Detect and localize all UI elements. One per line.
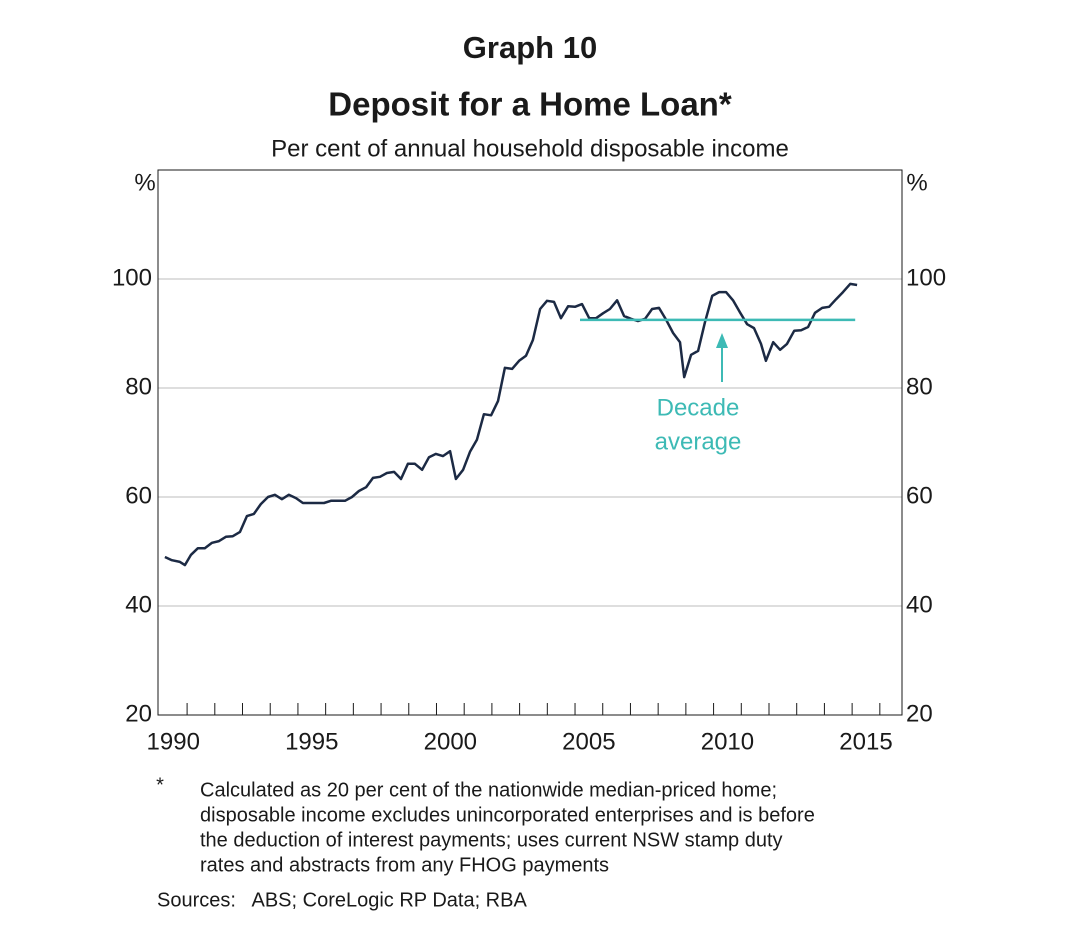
- y-tick-label-right: 60: [906, 482, 933, 509]
- line-series: [164, 282, 858, 567]
- chart-title: Deposit for a Home Loan*: [328, 86, 732, 123]
- footnote-line: Calculated as 20 per cent of the nationw…: [200, 779, 777, 801]
- x-tick-label: 1995: [285, 728, 338, 755]
- y-unit-right: %: [906, 169, 927, 196]
- x-tick-label: 2005: [562, 728, 615, 755]
- y-tick-label: 60: [125, 482, 152, 509]
- y-unit-left: %: [134, 169, 155, 196]
- y-tick-label-right: 20: [906, 700, 933, 727]
- annotation-text: average: [655, 428, 742, 455]
- annotation-arrowhead: [716, 333, 728, 348]
- y-tick-label-right: 40: [906, 591, 933, 618]
- plot-frame: [157, 169, 903, 716]
- footnote-line: the deduction of interest payments; uses…: [200, 829, 783, 851]
- x-tick-label: 2000: [424, 728, 477, 755]
- footnote-line: disposable income excludes unincorporate…: [200, 804, 815, 826]
- x-tick-label: 2010: [701, 728, 754, 755]
- chart-subtitle: Per cent of annual household disposable …: [271, 135, 789, 162]
- y-tick-label-right: 100: [906, 264, 946, 291]
- sources: Sources: ABS; CoreLogic RP Data; RBA: [157, 889, 527, 911]
- footnote-marker: *: [156, 774, 164, 796]
- figure-label: Graph 10: [463, 30, 597, 65]
- y-tick-label: 40: [125, 591, 152, 618]
- footnote-line: rates and abstracts from any FHOG paymen…: [200, 854, 609, 876]
- x-tick-label: 1990: [147, 728, 200, 755]
- y-tick-label: 100: [112, 264, 152, 291]
- annotation-text: Decade: [657, 394, 740, 421]
- y-tick-label: 80: [125, 373, 152, 400]
- y-tick-label-right: 80: [906, 373, 933, 400]
- x-tick-label: 2015: [839, 728, 892, 755]
- y-tick-label: 20: [125, 700, 152, 727]
